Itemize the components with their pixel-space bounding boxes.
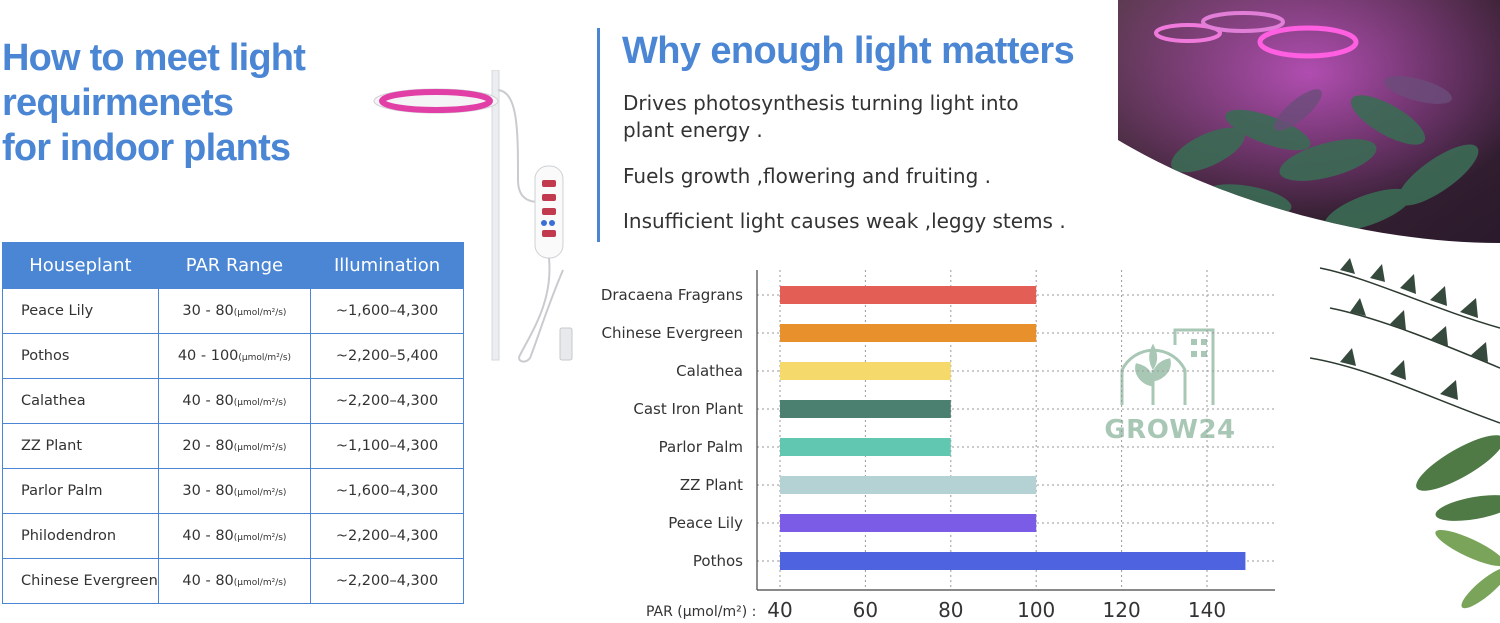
table-row: Chinese Evergreen 40 - 80(μmol/m²/s) ~2,…: [2, 558, 464, 604]
bar: [780, 514, 1037, 532]
category-label: Cast Iron Plant: [633, 400, 743, 418]
cell-par: 30 - 80(μmol/m²/s): [157, 468, 312, 514]
bar: [780, 362, 951, 380]
category-label: ZZ Plant: [680, 476, 743, 494]
bar: [780, 438, 951, 456]
header-houseplant: Houseplant: [2, 242, 159, 289]
cell-par: 40 - 80(μmol/m²/s): [157, 558, 312, 604]
cell-plant: Chinese Evergreen: [2, 558, 159, 604]
cell-illumination: ~2,200–4,300: [310, 558, 464, 604]
category-label: Calathea: [676, 362, 743, 380]
unit-label: (μmol/m²/s): [233, 488, 287, 498]
unit-label: (μmol/m²/s): [238, 353, 292, 363]
category-label: Dracaena Fragrans: [601, 286, 743, 304]
table-row: Parlor Palm 30 - 80(μmol/m²/s) ~1,600–4,…: [2, 468, 464, 514]
logo-text: GROW24: [1104, 415, 1236, 445]
bullet-photosynthesis-line-2: plant energy .: [623, 118, 763, 142]
unit-label: (μmol/m²/s): [233, 443, 287, 453]
left-heading-line-2: requirmenets: [2, 82, 234, 124]
cell-illumination: ~1,600–4,300: [310, 288, 464, 334]
category-label: Chinese Evergreen: [601, 324, 743, 342]
grow24-logo: [1120, 328, 1215, 405]
cell-illumination: ~1,600–4,300: [310, 468, 464, 514]
bullet-weak-stems: Insufficient light causes weak ,leggy st…: [623, 209, 1066, 233]
left-heading-line-3: for indoor plants: [2, 127, 291, 169]
x-tick-label: 80: [938, 598, 963, 622]
left-heading-line-1: How to meet light: [2, 37, 306, 79]
par-range-chart: Dracaena Fragrans Chinese Evergreen Calath…: [601, 270, 1275, 622]
cell-illumination: ~2,200–5,400: [310, 333, 464, 379]
table-row: Pothos 40 - 100(μmol/m²/s) ~2,200–5,400: [2, 333, 464, 379]
x-tick-label: 120: [1103, 598, 1141, 622]
x-tick-label: 60: [853, 598, 878, 622]
right-heading: Why enough light matters: [622, 30, 1075, 72]
category-label: Peace Lily: [668, 514, 743, 532]
section-divider: [597, 28, 600, 242]
bullet-photosynthesis-line-1: Drives photosynthesis turning light into: [623, 91, 1019, 115]
table-row: Philodendron 40 - 80(μmol/m²/s) ~2,200–4…: [2, 513, 464, 559]
cell-plant: Peace Lily: [2, 288, 159, 334]
cell-par: 40 - 80(μmol/m²/s): [157, 513, 312, 559]
bar: [780, 324, 1037, 342]
unit-label: (μmol/m²/s): [233, 533, 287, 543]
bar: [780, 400, 951, 418]
x-tick-label: 40: [767, 598, 792, 622]
table-header-row: Houseplant PAR Range Illumination: [2, 242, 464, 289]
plant-leaves-decoration: [1310, 258, 1500, 609]
unit-label: (μmol/m²/s): [233, 578, 287, 588]
left-heading: How to meet light requirmenets for indoo…: [2, 36, 362, 171]
table-row: Peace Lily 30 - 80(μmol/m²/s) ~1,600–4,3…: [2, 288, 464, 334]
ring-lamp-image: [373, 70, 573, 363]
x-tick-label: 140: [1188, 598, 1226, 622]
cell-par: 30 - 80(μmol/m²/s): [157, 288, 312, 334]
unit-label: (μmol/m²/s): [233, 398, 287, 408]
bullet-growth: Fuels growth ,flowering and fruiting .: [623, 164, 991, 188]
cell-plant: Parlor Palm: [2, 468, 159, 514]
cell-illumination: ~2,200–4,300: [310, 513, 464, 559]
category-label: Parlor Palm: [659, 438, 743, 456]
table-row: Calathea 40 - 80(μmol/m²/s) ~2,200–4,300: [2, 378, 464, 424]
cell-par: 40 - 100(μmol/m²/s): [157, 333, 312, 379]
cell-plant: Calathea: [2, 378, 159, 424]
bar: [780, 476, 1037, 494]
unit-label: (μmol/m²/s): [233, 308, 287, 318]
grow-light-photo: [1118, 0, 1500, 243]
category-label: Pothos: [693, 552, 743, 570]
bar: [780, 552, 1246, 570]
bar: [780, 286, 1037, 304]
table-row: ZZ Plant 20 - 80(μmol/m²/s) ~1,100–4,300: [2, 423, 464, 469]
cell-par: 20 - 80(μmol/m²/s): [157, 423, 312, 469]
cell-illumination: ~2,200–4,300: [310, 378, 464, 424]
cell-plant: Pothos: [2, 333, 159, 379]
x-axis-label: PAR (μmol/m²) :: [646, 604, 756, 620]
cell-plant: ZZ Plant: [2, 423, 159, 469]
par-table: Houseplant PAR Range Illumination Peace …: [2, 242, 464, 604]
header-par-range: PAR Range: [157, 242, 312, 289]
cell-plant: Philodendron: [2, 513, 159, 559]
x-tick-label: 100: [1017, 598, 1055, 622]
cell-par: 40 - 80(μmol/m²/s): [157, 378, 312, 424]
cell-illumination: ~1,100–4,300: [310, 423, 464, 469]
